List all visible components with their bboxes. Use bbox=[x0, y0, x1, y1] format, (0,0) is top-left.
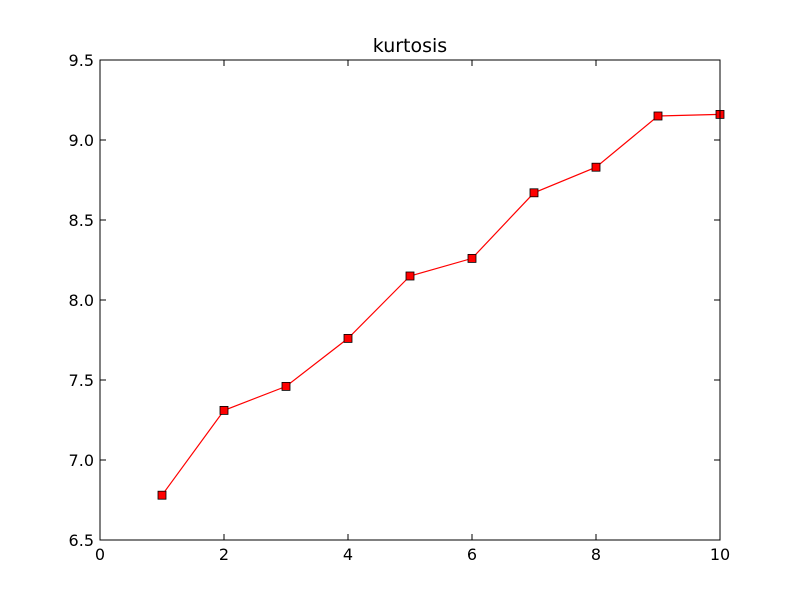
y-tick-label: 6.5 bbox=[69, 531, 94, 550]
x-tick-label: 0 bbox=[95, 545, 105, 564]
y-tick-label: 8.5 bbox=[69, 211, 94, 230]
x-tick-label: 10 bbox=[710, 545, 730, 564]
axis-ticks: 0 2 4 6 8 10 6.5 7.0 7.5 8.0 8.5 9.0 9.5 bbox=[69, 51, 731, 564]
data-point bbox=[343, 333, 353, 343]
y-tick-label: 9.0 bbox=[69, 131, 94, 150]
data-point bbox=[219, 405, 229, 415]
data-point bbox=[281, 381, 291, 391]
data-point bbox=[157, 490, 167, 500]
y-tick-label: 7.0 bbox=[69, 451, 94, 470]
chart-title: kurtosis bbox=[373, 35, 447, 57]
plot-area bbox=[157, 110, 725, 500]
data-point bbox=[405, 271, 415, 281]
data-point bbox=[467, 253, 477, 263]
x-tick-label: 4 bbox=[343, 545, 353, 564]
data-point bbox=[653, 111, 663, 121]
x-tick-label: 2 bbox=[219, 545, 229, 564]
x-tick-label: 6 bbox=[467, 545, 477, 564]
y-tick-label: 7.5 bbox=[69, 371, 94, 390]
y-tick-label: 8.0 bbox=[69, 291, 94, 310]
y-tick-label: 9.5 bbox=[69, 51, 94, 70]
data-point bbox=[529, 188, 539, 198]
series-line bbox=[161, 113, 721, 496]
data-point bbox=[591, 162, 601, 172]
x-tick-label: 8 bbox=[591, 545, 601, 564]
